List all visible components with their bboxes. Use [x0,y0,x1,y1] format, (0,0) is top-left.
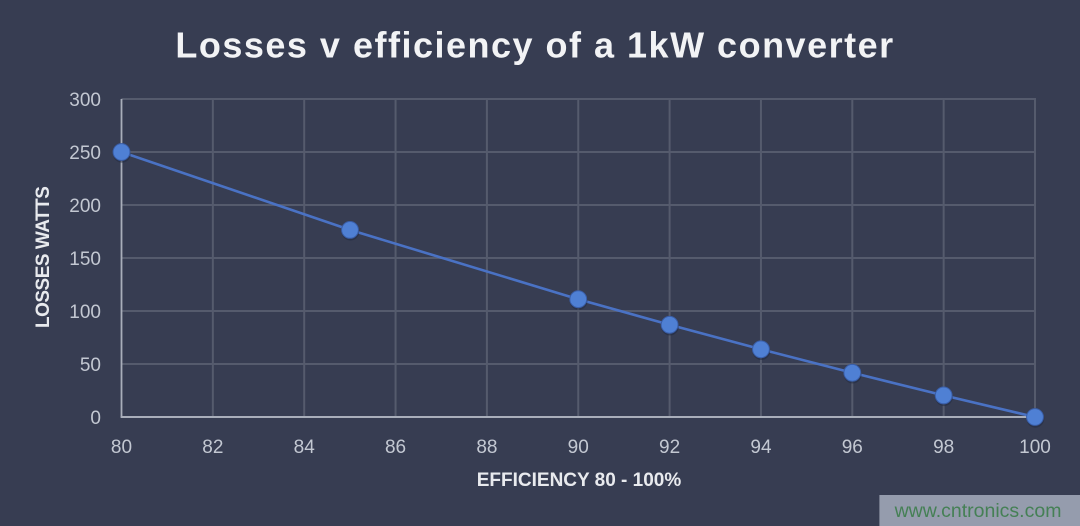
svg-text:150: 150 [69,249,101,270]
svg-text:94: 94 [750,437,772,458]
svg-text:EFFICIENCY 80 - 100%: EFFICIENCY 80 - 100% [477,470,682,491]
svg-text:96: 96 [842,437,863,458]
svg-text:300: 300 [69,90,101,111]
svg-text:84: 84 [294,437,316,458]
svg-text:200: 200 [69,196,101,217]
svg-text:250: 250 [69,143,101,164]
svg-text:www.cntronics.com: www.cntronics.com [894,500,1062,522]
svg-text:86: 86 [385,437,406,458]
svg-text:50: 50 [80,355,101,376]
svg-text:100: 100 [1019,437,1051,458]
svg-text:88: 88 [476,437,497,458]
svg-text:98: 98 [933,437,954,458]
svg-text:LOSSES WATTS: LOSSES WATTS [33,187,54,328]
svg-text:90: 90 [568,437,589,458]
svg-text:82: 82 [202,437,223,458]
svg-text:0: 0 [90,408,101,429]
svg-text:80: 80 [111,437,132,458]
svg-text:Losses v efficiency of a 1kW c: Losses v efficiency of a 1kW converter [175,25,894,66]
svg-text:92: 92 [659,437,680,458]
svg-text:100: 100 [69,302,101,323]
